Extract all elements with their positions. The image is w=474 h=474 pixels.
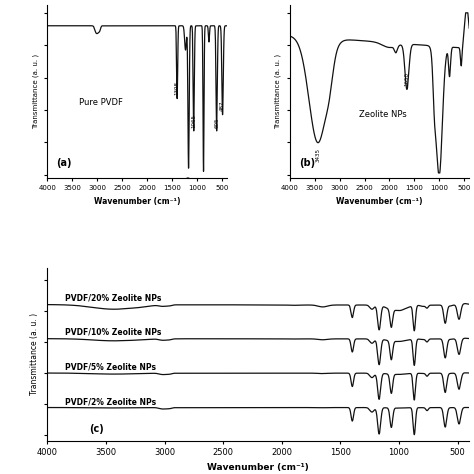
Text: 605: 605	[214, 117, 219, 128]
Text: 869: 869	[201, 178, 206, 188]
Text: 487: 487	[220, 101, 225, 111]
Text: (a): (a)	[56, 158, 72, 168]
Text: 1004: 1004	[437, 178, 442, 192]
X-axis label: Wavenumber (cm⁻¹): Wavenumber (cm⁻¹)	[208, 463, 309, 472]
Y-axis label: Transmittance (a. u. ): Transmittance (a. u. )	[33, 54, 39, 129]
Text: PVDF/5% Zeolite NPs: PVDF/5% Zeolite NPs	[65, 363, 156, 372]
Text: PVDF/2% Zeolite NPs: PVDF/2% Zeolite NPs	[65, 397, 156, 406]
Text: Zeolite NPs: Zeolite NPs	[359, 110, 407, 119]
Text: 3435: 3435	[315, 147, 320, 162]
Text: (b): (b)	[299, 158, 315, 168]
Text: PVDF/20% Zeolite NPs: PVDF/20% Zeolite NPs	[65, 293, 161, 302]
Text: PVDF/10% Zeolite NPs: PVDF/10% Zeolite NPs	[65, 328, 161, 337]
Text: 1398: 1398	[174, 81, 180, 95]
Text: 1650: 1650	[404, 72, 410, 86]
X-axis label: Wavenumber (cm⁻¹): Wavenumber (cm⁻¹)	[336, 197, 423, 206]
Y-axis label: Transmittance (a. u. ): Transmittance (a. u. )	[275, 54, 282, 129]
Text: 1169: 1169	[186, 174, 191, 189]
Text: 1065: 1065	[191, 114, 196, 128]
Text: Pure PVDF: Pure PVDF	[79, 98, 123, 107]
X-axis label: Wavenumber (cm⁻¹): Wavenumber (cm⁻¹)	[94, 197, 181, 206]
Y-axis label: Transmittance (a. u. ): Transmittance (a. u. )	[30, 313, 39, 395]
Text: (c): (c)	[90, 424, 104, 434]
